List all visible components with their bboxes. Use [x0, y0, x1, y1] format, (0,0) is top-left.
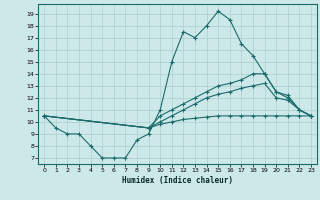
X-axis label: Humidex (Indice chaleur): Humidex (Indice chaleur): [122, 176, 233, 185]
